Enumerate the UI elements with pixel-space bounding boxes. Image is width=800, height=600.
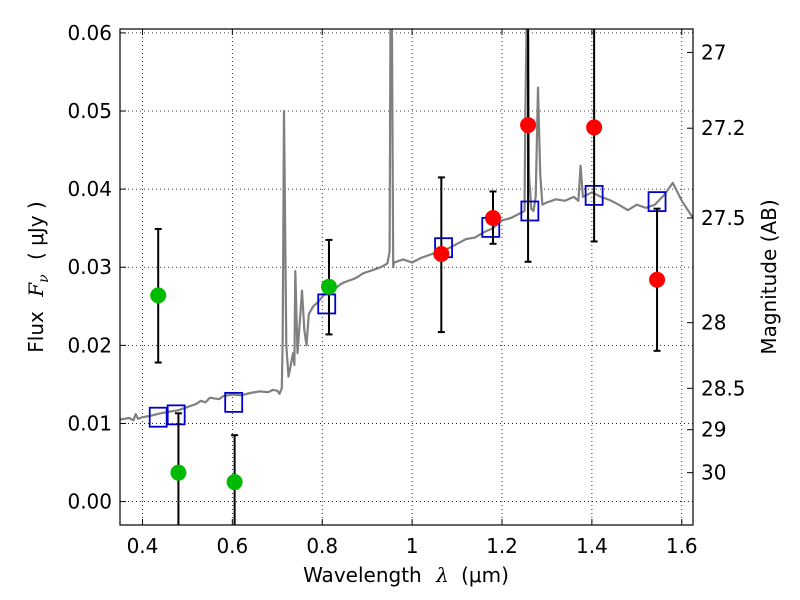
x-tick-label: 1.4 xyxy=(576,534,608,558)
y-axis-label-text: Flux xyxy=(24,311,48,353)
y2-tick-label: 27.2 xyxy=(701,116,746,140)
y-axis-label-symbol: F xyxy=(24,282,48,298)
x-tick-label: 1 xyxy=(406,534,419,558)
photometry-point xyxy=(485,210,502,227)
y2-tick-label: 30 xyxy=(701,461,726,485)
photometry-point xyxy=(226,474,243,491)
x-axis-label: Wavelength λ (μm) xyxy=(303,563,509,587)
y2-tick-label: 28.5 xyxy=(701,376,746,400)
y-tick-label: 0.04 xyxy=(67,177,112,201)
photometry-point xyxy=(170,464,187,481)
y-tick-label: 0.03 xyxy=(67,255,112,279)
y2-tick-label: 29 xyxy=(701,418,726,442)
photometry-point xyxy=(320,278,337,295)
y-tick-label: 0.01 xyxy=(67,411,112,435)
y-tick-label: 0.06 xyxy=(67,21,112,45)
photometry-point xyxy=(586,119,603,136)
x-tick-label: 1.2 xyxy=(486,534,518,558)
x-axis-label-symbol: λ xyxy=(435,563,449,587)
model-photometry-square xyxy=(166,404,186,426)
photometry-point xyxy=(433,245,450,262)
x-tick-label: 0.6 xyxy=(216,534,248,558)
x-axis-label-unit: (μm) xyxy=(461,563,509,587)
x-axis-label-text: Wavelength xyxy=(303,563,422,587)
x-tick-label: 0.4 xyxy=(127,534,159,558)
y-axis-label-unit: ( μJy ) xyxy=(24,201,48,260)
y-axis-label: Flux Fν ( μJy ) xyxy=(24,201,53,352)
model-photometry-square xyxy=(148,406,168,428)
photometry-point xyxy=(520,117,537,134)
photometry-point xyxy=(150,287,167,304)
y2-tick-label: 28 xyxy=(701,311,726,335)
axis-ticks: 0.4 0.6 0.8 1 1.2 1.4 1.6 0.00 0.01 0.02 0.03 0.04 0… xyxy=(67,21,745,558)
spectrum-line xyxy=(120,29,693,422)
grid-lines xyxy=(120,29,693,525)
y2-tick-label: 27.5 xyxy=(701,206,746,230)
y2-axis-label: Magnitude (AB) xyxy=(757,199,781,354)
photometry-point xyxy=(649,271,666,288)
y-tick-label: 0.05 xyxy=(67,99,112,123)
y-tick-label: 0.00 xyxy=(67,490,112,514)
x-tick-label: 1.6 xyxy=(666,534,698,558)
model-photometry-square xyxy=(224,391,244,413)
y-tick-label: 0.02 xyxy=(67,333,112,357)
plot-frame xyxy=(119,28,694,526)
model-photometry-square xyxy=(317,293,337,315)
model-photometry-square xyxy=(520,200,540,222)
y2-tick-label: 27 xyxy=(701,40,726,64)
x-tick-label: 0.8 xyxy=(306,534,338,558)
y-axis-label-subscript: ν xyxy=(36,274,52,283)
plot-data xyxy=(120,29,693,525)
